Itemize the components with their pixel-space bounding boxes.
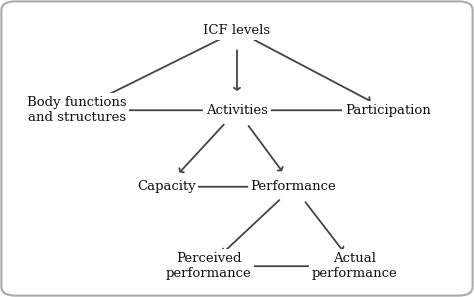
Text: Capacity: Capacity <box>137 180 196 193</box>
Text: Participation: Participation <box>345 104 431 117</box>
Text: Activities: Activities <box>206 104 268 117</box>
Text: Actual
performance: Actual performance <box>312 252 398 280</box>
Text: Performance: Performance <box>251 180 337 193</box>
Text: ICF levels: ICF levels <box>203 24 271 37</box>
Text: Perceived
performance: Perceived performance <box>166 252 252 280</box>
Text: Body functions
and structures: Body functions and structures <box>27 96 127 124</box>
